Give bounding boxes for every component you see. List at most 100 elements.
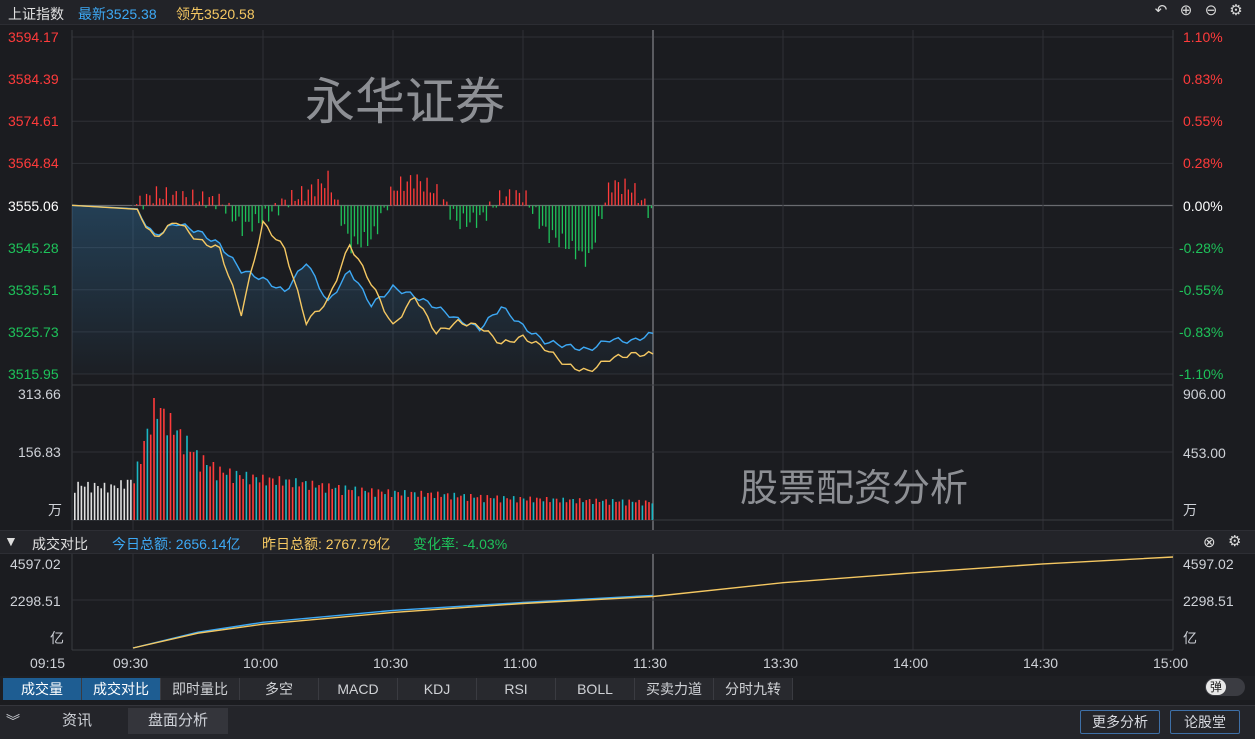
diff-bar [552,206,553,231]
volume-bar [302,482,304,520]
volume-bar [312,481,314,520]
volume-bar [470,494,472,520]
turnover-axis-right-top: 4597.02 [1183,556,1234,572]
volume-bar [638,500,640,520]
diff-bar [219,194,220,206]
volume-bar [477,497,479,520]
volume-bar [137,462,139,521]
diff-bar [271,206,272,212]
turnover-axis-right-mid: 2298.51 [1183,593,1234,609]
volume-bar [196,450,198,520]
percent-tick-label: 0.83% [1183,71,1223,87]
diff-bar [565,206,566,249]
tab-market-analysis[interactable]: 盘面分析 [128,708,228,734]
diff-bar [608,183,609,206]
volume-axis-right-top: 906.00 [1183,386,1226,402]
volume-bar [143,441,145,520]
indicator-tab[interactable]: BOLL [556,678,635,700]
indicator-tab[interactable]: 分时九转 [714,678,793,700]
volume-bar [648,502,650,520]
volume-bar [615,502,617,520]
volume-bar [348,490,350,520]
volume-bar [473,498,475,520]
price-tick-label: 3594.17 [8,29,74,45]
diff-bar [450,206,451,220]
diff-bar [532,206,533,214]
diff-bar [549,206,550,244]
diff-bar [413,189,414,206]
diff-bar [555,206,556,238]
diff-bar [502,203,503,205]
diff-bar [215,206,216,210]
back-icon[interactable]: ↶ [1152,2,1170,20]
diff-bar [347,206,348,234]
indicator-tab[interactable]: 买卖力道 [635,678,714,700]
indicator-tab[interactable]: RSI [477,678,556,700]
volume-bar [569,500,571,521]
collapse-icon[interactable]: ▼ [4,533,18,549]
diff-bar [483,206,484,213]
volume-bar [496,496,498,521]
volume-bar [219,467,221,520]
gear-icon[interactable]: ⚙ [1227,2,1245,20]
diff-bar [242,206,243,237]
diff-bar [542,206,543,226]
volume-bar [622,500,624,521]
volume-bar [166,435,168,520]
volume-bar [117,488,119,520]
diff-bar [400,177,401,206]
diff-bar [618,182,619,205]
volume-bar [147,429,149,520]
diff-bar [598,206,599,217]
volume-axis-mid: 156.83 [18,444,84,460]
volume-bar [605,499,607,520]
diff-bar [390,187,391,206]
tab-news[interactable]: 资讯 [28,708,126,734]
diff-bar [360,206,361,248]
volume-bar [411,492,413,520]
indicator-tab[interactable]: 多空 [240,678,319,700]
indicator-tab[interactable]: 成交量 [3,678,82,700]
popup-toggle[interactable]: 弹 [1205,678,1245,696]
time-tick-label: 14:30 [1023,655,1058,671]
plus-circle-icon[interactable]: ⊕ [1177,2,1195,20]
indicator-tab[interactable]: 成交对比 [82,678,161,700]
volume-bar [213,462,215,520]
expand-icon[interactable]: ︾ [0,708,26,734]
more-analysis-button[interactable]: 更多分析 [1080,710,1160,734]
close-icon[interactable]: ⊗ [1203,533,1216,551]
diff-bar [202,191,203,205]
diff-bar [195,203,196,205]
intraday-chart[interactable] [0,25,1255,675]
volume-bar [635,502,637,520]
diff-bar [149,195,150,205]
volume-bar [619,502,621,521]
time-tick-label: 11:00 [503,655,537,671]
gear-icon[interactable]: ⚙ [1228,532,1241,550]
diff-bar [265,206,266,209]
volume-bar [371,488,373,520]
diff-bar [314,196,315,205]
diff-bar [621,194,622,206]
volume-bar [295,478,297,520]
minus-circle-icon[interactable]: ⊖ [1202,2,1220,20]
diff-bar [436,184,437,205]
volume-bar [249,484,251,520]
diff-bar [509,189,510,205]
diff-bar [489,202,490,206]
diff-bar [153,203,154,205]
diff-bar [611,192,612,205]
diff-bar [423,192,424,206]
volume-bar [361,488,363,520]
volume-axis-right-unit: 万 [1183,500,1197,520]
volume-bar [173,435,175,520]
volume-bar [628,500,630,520]
indicator-tab[interactable]: MACD [319,678,398,700]
indicator-tab[interactable]: 即时量比 [161,678,240,700]
diff-bar [235,206,236,221]
diff-bar [440,205,441,206]
indicator-tab[interactable]: KDJ [398,678,477,700]
percent-tick-label: 1.10% [1183,29,1223,45]
forum-button[interactable]: 论股堂 [1170,710,1240,734]
volume-bar [388,489,390,520]
